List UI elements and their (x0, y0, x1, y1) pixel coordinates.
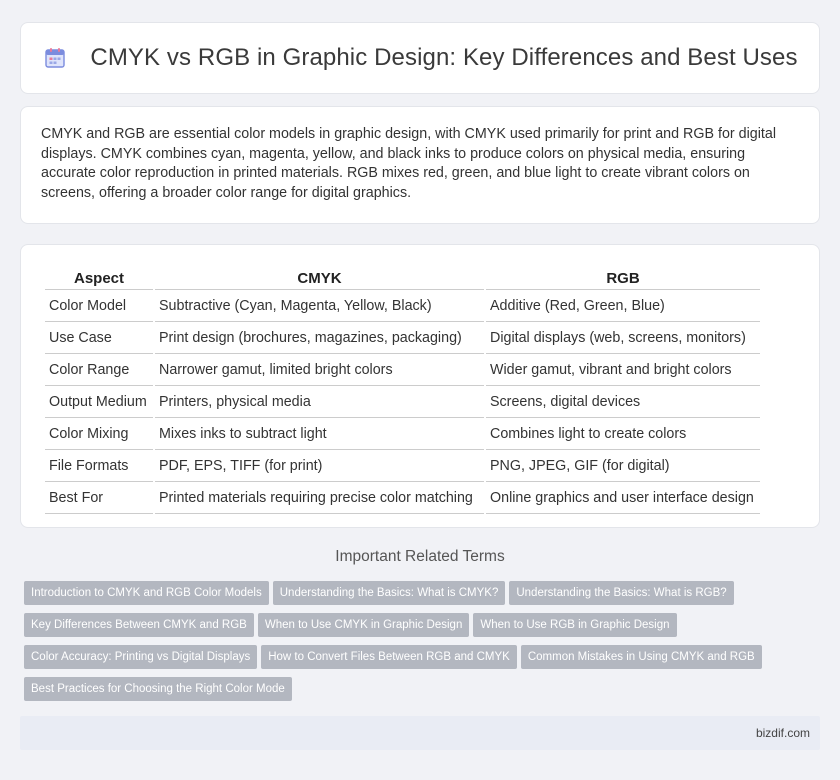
cell-rgb: Additive (Red, Green, Blue) (486, 292, 760, 322)
comparison-table: Aspect CMYK RGB Color Model Subtractive (… (43, 265, 762, 516)
related-term-tag[interactable]: Common Mistakes in Using CMYK and RGB (520, 645, 762, 669)
table-row: Color Range Narrower gamut, limited brigh… (45, 356, 760, 386)
table-row: Color Mixing Mixes inks to subtract light… (45, 420, 760, 450)
related-terms-list: Introduction to CMYK and RGB Color Model… (20, 581, 820, 709)
table-row: File Formats PDF, EPS, TIFF (for print) PN… (45, 452, 760, 482)
cell-rgb: Digital displays (web, screens, monitors… (486, 324, 760, 354)
calendar-icon (42, 45, 68, 71)
cell-cmyk: Printed materials requiring precise colo… (155, 484, 484, 514)
cell-rgb: Online graphics and user interface desig… (486, 484, 760, 514)
cell-cmyk: Print design (brochures, magazines, pack… (155, 324, 484, 354)
header-card: CMYK vs RGB in Graphic Design: Key Diffe… (20, 22, 820, 94)
cell-rgb: PNG, JPEG, GIF (for digital) (486, 452, 760, 482)
related-term-tag[interactable]: When to Use CMYK in Graphic Design (257, 613, 470, 637)
cell-aspect: Color Model (45, 292, 153, 322)
intro-paragraph: CMYK and RGB are essential color models … (41, 126, 777, 201)
related-term-tag[interactable]: When to Use RGB in Graphic Design (473, 613, 677, 637)
table-row: Output Medium Printers, physical media Scr… (45, 388, 760, 418)
table-row: Use Case Print design (brochures, magazin… (45, 324, 760, 354)
related-term-tag[interactable]: How to Convert Files Between RGB and CMY… (261, 645, 517, 669)
cell-aspect: Color Range (45, 356, 153, 386)
cell-aspect: File Formats (45, 452, 153, 482)
cell-aspect: Color Mixing (45, 420, 153, 450)
column-header-cmyk: CMYK (155, 267, 484, 290)
cell-cmyk: Subtractive (Cyan, Magenta, Yellow, Blac… (155, 292, 484, 322)
related-term-tag[interactable]: Understanding the Basics: What is CMYK? (272, 581, 506, 605)
cell-cmyk: Mixes inks to subtract light (155, 420, 484, 450)
table-row: Color Model Subtractive (Cyan, Magenta, Y… (45, 292, 760, 322)
cell-aspect: Use Case (45, 324, 153, 354)
related-term-tag[interactable]: Best Practices for Choosing the Right Co… (24, 677, 292, 701)
cell-aspect: Output Medium (45, 388, 153, 418)
related-term-tag[interactable]: Introduction to CMYK and RGB Color Model… (24, 581, 269, 605)
related-terms-title: Important Related Terms (335, 548, 505, 565)
comparison-table-card: Aspect CMYK RGB Color Model Subtractive (… (20, 244, 820, 528)
intro-card: CMYK and RGB are essential color models … (20, 106, 820, 224)
footer: bizdif.com (20, 716, 820, 750)
related-term-tag[interactable]: Understanding the Basics: What is RGB? (509, 581, 734, 605)
cell-cmyk: Narrower gamut, limited bright colors (155, 356, 484, 386)
related-term-tag[interactable]: Key Differences Between CMYK and RGB (24, 613, 254, 637)
cell-aspect: Best For (45, 484, 153, 514)
table-row: Best For Printed materials requiring prec… (45, 484, 760, 514)
cell-cmyk: Printers, physical media (155, 388, 484, 418)
footer-site-link[interactable]: bizdif.com (755, 726, 810, 740)
column-header-rgb: RGB (486, 267, 760, 290)
table-header-row: Aspect CMYK RGB (45, 267, 760, 290)
column-header-aspect: Aspect (45, 267, 153, 290)
cell-rgb: Screens, digital devices (486, 388, 760, 418)
cell-rgb: Combines light to create colors (486, 420, 760, 450)
cell-cmyk: PDF, EPS, TIFF (for print) (155, 452, 484, 482)
cell-rgb: Wider gamut, vibrant and bright colors (486, 356, 760, 386)
page-title: CMYK vs RGB in Graphic Design: Key Diffe… (90, 44, 798, 71)
table-body: Color Model Subtractive (Cyan, Magenta, Y… (45, 292, 760, 514)
related-term-tag[interactable]: Color Accuracy: Printing vs Digital Disp… (24, 645, 258, 669)
